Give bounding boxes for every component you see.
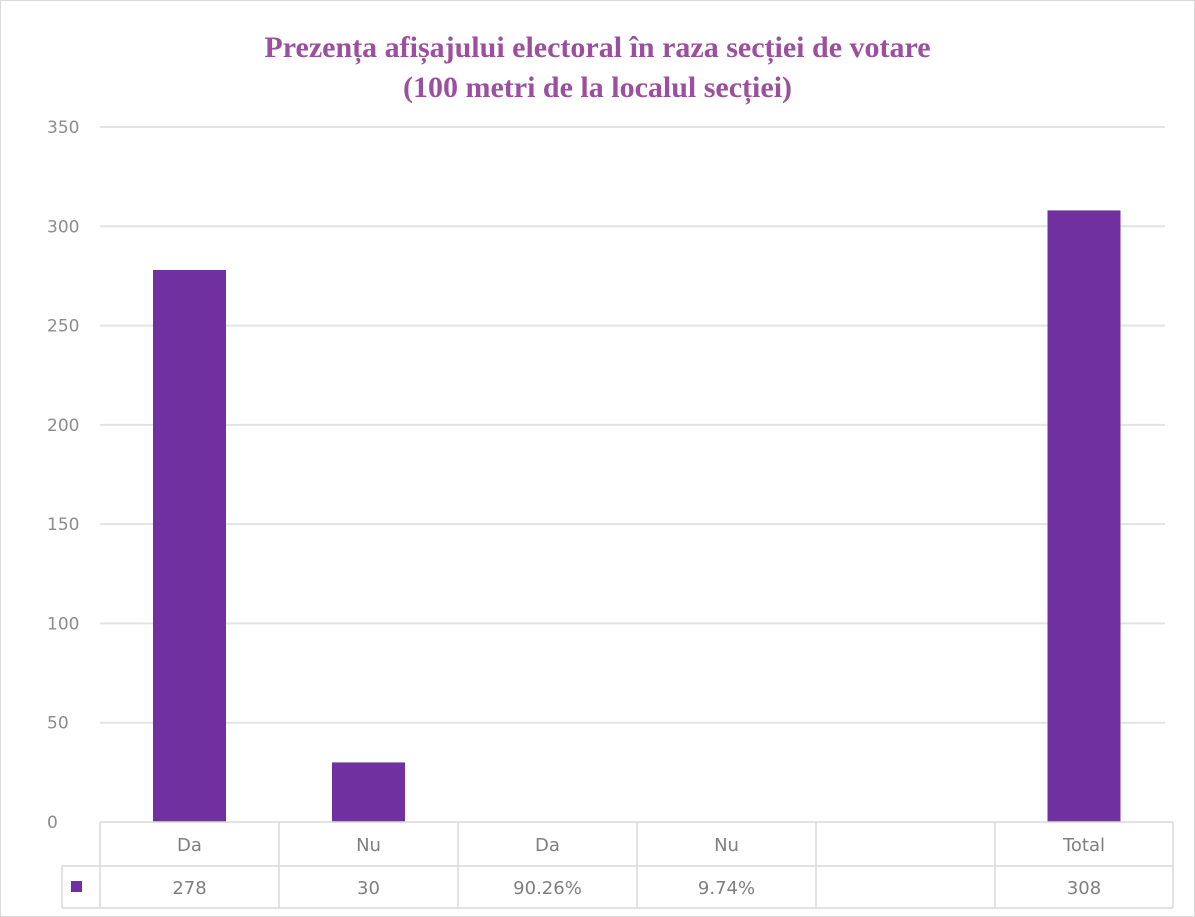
y-tick-label: 350 (47, 118, 79, 138)
x-category-label: Nu (356, 835, 381, 856)
x-category-label: Da (535, 835, 560, 856)
y-tick-label: 0 (47, 813, 58, 833)
y-tick-label: 300 (47, 217, 79, 237)
legend-key (71, 881, 82, 892)
x-category-label: Da (177, 835, 202, 856)
x-category-label: Total (1062, 835, 1105, 856)
table-value: 90.26% (513, 878, 582, 899)
bar-da (153, 269, 226, 822)
y-tick-label: 150 (47, 515, 79, 535)
y-tick-label: 200 (47, 416, 79, 436)
bar-nu (332, 762, 405, 822)
chart-title-line-1: Prezența afișajului electoral în raza se… (264, 31, 931, 64)
table-value: 30 (357, 878, 380, 899)
bars (153, 210, 1121, 822)
x-category-label: Nu (714, 835, 739, 856)
data-table: Da 278 Nu 30 Da 90.26% Nu 9.74% Total 308 (61, 821, 1174, 909)
y-axis: 0 50 100 150 200 250 300 350 (47, 118, 79, 833)
gridlines (100, 126, 1165, 724)
table-value: 308 (1067, 878, 1101, 899)
table-value: 9.74% (698, 878, 755, 899)
chart-title: Prezența afișajului electoral în raza se… (0, 28, 1195, 108)
table-value: 278 (172, 878, 206, 899)
bar-total (1047, 210, 1121, 822)
y-tick-label: 250 (47, 317, 79, 337)
y-tick-label: 50 (47, 714, 69, 734)
chart-title-line-2: (100 metri de la localul secției) (402, 71, 793, 104)
y-tick-label: 100 (47, 614, 79, 634)
